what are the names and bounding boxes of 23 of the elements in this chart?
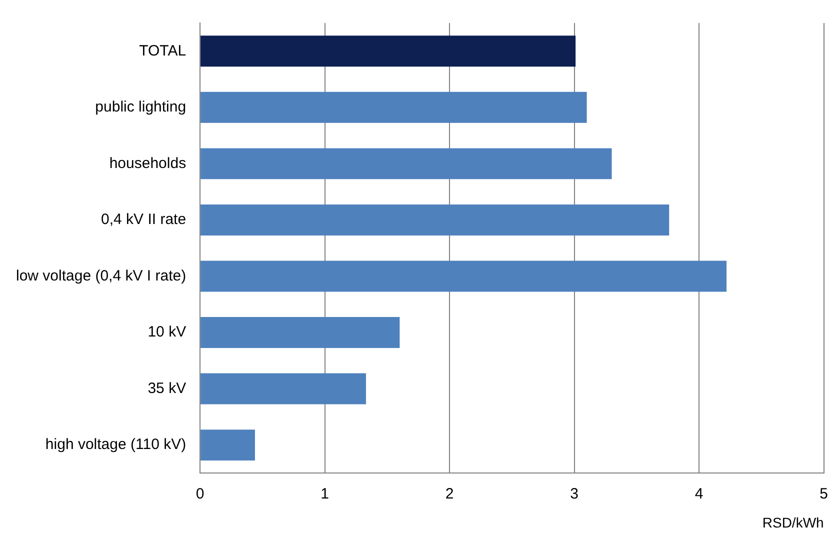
x-tick-label: 2 [445, 485, 454, 502]
y-tick-label: 35 kV [148, 380, 186, 397]
y-tick-label: households [109, 154, 186, 172]
bar [200, 92, 587, 123]
x-axis-title: RSD/kWh [762, 514, 824, 530]
y-tick-label: high voltage (110 kV) [45, 436, 186, 454]
bar [200, 260, 727, 292]
y-tick-label: 0,4 kV II rate [101, 211, 186, 228]
bar [200, 36, 576, 67]
x-tick-label: 4 [694, 485, 704, 502]
x-tick-label: 1 [320, 485, 329, 502]
bar [200, 430, 255, 461]
y-tick-label: TOTAL [139, 42, 186, 60]
bar [200, 204, 670, 236]
y-tick-label: public lighting [95, 98, 186, 116]
x-tick-label: 0 [196, 485, 204, 502]
bar [200, 317, 400, 348]
y-tick-label: 10 kV [148, 324, 186, 341]
y-tick-label: low voltage (0,4 kV I rate) [16, 267, 186, 284]
bar [200, 148, 612, 180]
x-tick-label: 3 [570, 485, 578, 502]
bar [200, 373, 366, 404]
x-tick-label: 5 [820, 485, 828, 502]
